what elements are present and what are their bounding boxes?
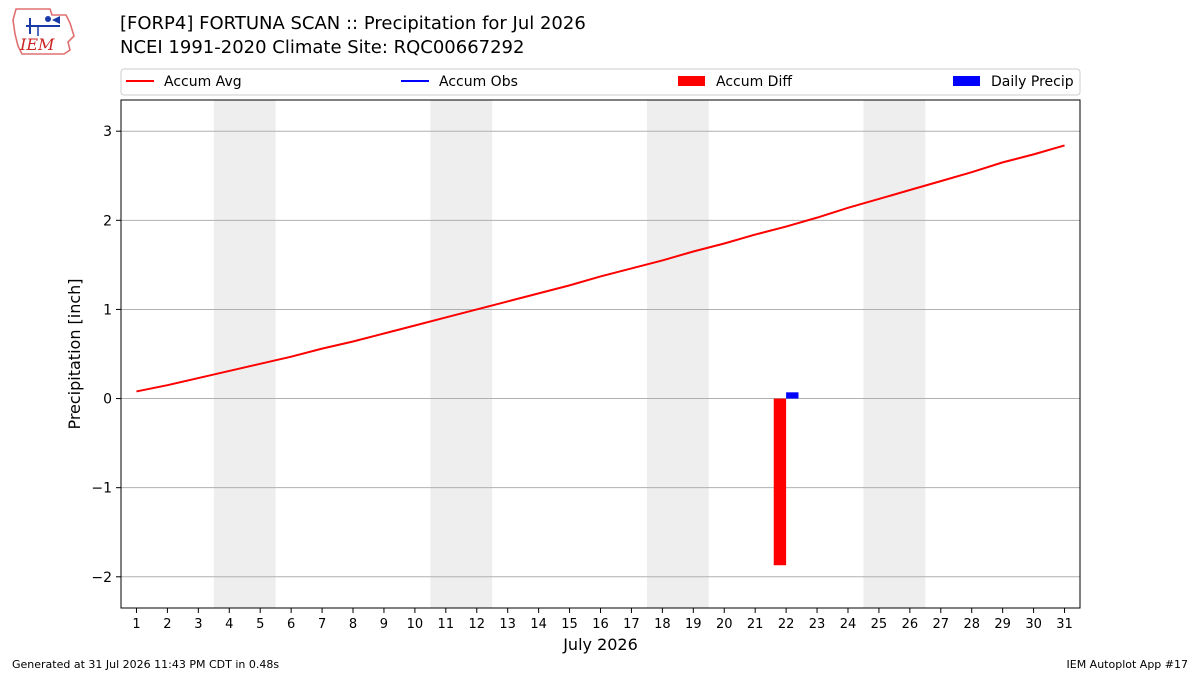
weekend-band bbox=[646, 100, 709, 608]
legend-accum-obs-label: Accum Obs bbox=[439, 74, 518, 90]
iem-logo: IEM bbox=[12, 8, 75, 55]
chart-title: [FORP4] FORTUNA SCAN :: Precipitation fo… bbox=[120, 13, 586, 34]
x-tick-label: 3 bbox=[194, 617, 202, 632]
x-tick-label: 22 bbox=[778, 617, 795, 632]
x-tick-label: 15 bbox=[561, 617, 578, 632]
x-tick-label: 27 bbox=[933, 617, 950, 632]
y-axis-label: Precipitation [inch] bbox=[65, 278, 84, 429]
weekend-band bbox=[863, 100, 926, 608]
y-tick-label: −2 bbox=[91, 570, 112, 586]
x-tick-label: 12 bbox=[468, 617, 485, 632]
x-tick-label: 1 bbox=[132, 617, 140, 632]
y-tick-label: 0 bbox=[103, 392, 112, 408]
chart-subtitle: NCEI 1991-2020 Climate Site: RQC00667292 bbox=[120, 37, 525, 58]
x-tick-label: 26 bbox=[902, 617, 919, 632]
accum-avg-line bbox=[136, 144, 1065, 393]
x-tick-label: 17 bbox=[623, 617, 640, 632]
y-tick-label: −1 bbox=[91, 481, 112, 497]
daily-precip-bar bbox=[786, 392, 799, 399]
legend-box bbox=[120, 68, 1081, 96]
x-tick-label: 21 bbox=[747, 617, 764, 632]
x-tick-label: 16 bbox=[592, 617, 609, 632]
x-tick-label: 7 bbox=[318, 617, 326, 632]
legend-accum-avg-label: Accum Avg bbox=[164, 74, 242, 90]
x-tick-label: 18 bbox=[654, 617, 671, 632]
x-tick-label: 24 bbox=[840, 617, 857, 632]
x-tick-label: 9 bbox=[380, 617, 388, 632]
accum-diff-bar bbox=[773, 398, 787, 566]
legend-daily-precip-label: Daily Precip bbox=[991, 74, 1074, 90]
legend-accum-diff-label: Accum Diff bbox=[716, 74, 792, 90]
x-tick-label: 13 bbox=[499, 617, 516, 632]
y-tick-label: 2 bbox=[103, 213, 112, 229]
x-tick-label: 2 bbox=[163, 617, 171, 632]
x-tick-label: 4 bbox=[225, 617, 233, 632]
x-tick-label: 30 bbox=[1025, 617, 1042, 632]
legend-accum-diff-swatch bbox=[678, 76, 705, 86]
y-tick-label: 1 bbox=[103, 302, 112, 318]
x-tick-label: 14 bbox=[530, 617, 547, 632]
y-tick-label: 3 bbox=[103, 124, 112, 140]
x-tick-label: 11 bbox=[438, 617, 455, 632]
x-tick-label: 31 bbox=[1056, 617, 1073, 632]
generated-timestamp: Generated at 31 Jul 2026 11:43 PM CDT in… bbox=[12, 658, 280, 671]
x-tick-label: 5 bbox=[256, 617, 264, 632]
weekend-band bbox=[213, 100, 276, 608]
x-tick-label: 29 bbox=[994, 617, 1011, 632]
x-tick-label: 20 bbox=[716, 617, 733, 632]
x-tick-label: 28 bbox=[963, 617, 980, 632]
x-tick-label: 19 bbox=[685, 617, 702, 632]
x-tick-label: 6 bbox=[287, 617, 295, 632]
legend-daily-precip-swatch bbox=[953, 76, 980, 86]
x-tick-label: 23 bbox=[809, 617, 826, 632]
x-tick-label: 10 bbox=[407, 617, 424, 632]
app-credit: IEM Autoplot App #17 bbox=[1066, 658, 1189, 671]
x-tick-label: 8 bbox=[349, 617, 357, 632]
x-axis-label: July 2026 bbox=[562, 635, 638, 654]
logo-lettering: IEM bbox=[19, 35, 55, 54]
weekend-band bbox=[430, 100, 493, 608]
x-tick-label: 25 bbox=[871, 617, 888, 632]
